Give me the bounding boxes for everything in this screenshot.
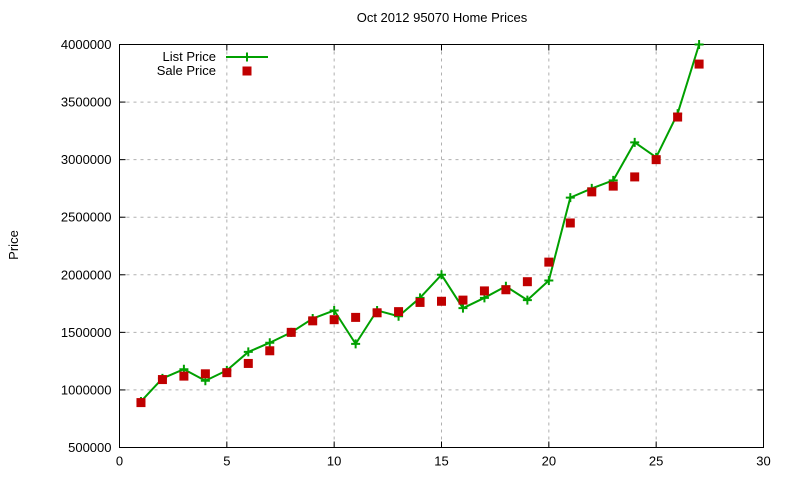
svg-text:25: 25 xyxy=(649,454,663,469)
svg-text:0: 0 xyxy=(116,454,123,469)
data-point-square xyxy=(501,285,511,295)
data-point-square xyxy=(329,315,339,325)
series-list-price xyxy=(136,40,704,406)
svg-text:3000000: 3000000 xyxy=(61,152,112,167)
data-point-square xyxy=(200,369,210,379)
legend-label-sale-price: Sale Price xyxy=(156,63,216,78)
data-point-square xyxy=(437,296,446,306)
data-point-square xyxy=(565,218,575,228)
data-point-plus xyxy=(458,303,468,313)
svg-text:3500000: 3500000 xyxy=(61,95,112,110)
data-point-square xyxy=(587,187,597,197)
data-point-square xyxy=(544,257,554,267)
data-point-square xyxy=(222,368,232,378)
svg-text:5: 5 xyxy=(223,454,230,469)
svg-text:1500000: 1500000 xyxy=(61,325,112,340)
data-point-square xyxy=(394,307,404,317)
data-point-plus xyxy=(630,137,640,147)
svg-text:2000000: 2000000 xyxy=(61,267,112,282)
svg-text:10: 10 xyxy=(327,454,341,469)
chart-title: Oct 2012 95070 Home Prices xyxy=(356,10,528,25)
grid-lines xyxy=(119,44,764,448)
data-point-square xyxy=(243,358,253,368)
data-point-square xyxy=(458,295,468,305)
svg-text:30: 30 xyxy=(756,454,770,469)
data-point-square xyxy=(522,277,532,287)
data-point-square xyxy=(351,312,361,322)
data-point-square xyxy=(608,181,618,191)
data-point-square xyxy=(179,371,189,381)
data-point-plus xyxy=(243,347,253,357)
data-point-plus xyxy=(265,338,275,348)
data-point-square xyxy=(372,308,382,318)
legend: List Price Sale Price xyxy=(136,50,272,78)
data-point-square xyxy=(136,398,146,408)
svg-text:2500000: 2500000 xyxy=(61,210,112,225)
data-point-square xyxy=(265,346,275,356)
data-point-square xyxy=(651,155,661,165)
sale-price-square-sample-icon xyxy=(242,66,252,76)
data-point-square xyxy=(157,375,167,385)
svg-text:1000000: 1000000 xyxy=(61,382,112,397)
legend-label-list-price: List Price xyxy=(162,49,216,64)
data-point-square xyxy=(630,172,640,182)
svg-text:20: 20 xyxy=(542,454,556,469)
data-point-plus xyxy=(544,276,554,286)
legend-item-list-price: List Price xyxy=(136,50,272,64)
data-point-square xyxy=(308,316,318,326)
svg-text:4000000: 4000000 xyxy=(61,37,112,52)
axis-ticks xyxy=(119,44,764,448)
legend-item-sale-price: Sale Price xyxy=(136,64,272,78)
data-point-plus xyxy=(437,270,446,280)
data-point-plus xyxy=(522,295,532,305)
list-price-line-sample-icon xyxy=(226,52,268,62)
series-sale-price xyxy=(136,59,704,408)
data-point-plus xyxy=(565,193,575,203)
plot-border xyxy=(119,44,764,448)
data-point-square xyxy=(673,112,683,122)
data-point-plus xyxy=(329,305,339,315)
data-point-plus xyxy=(694,40,704,49)
data-point-square xyxy=(694,59,704,69)
data-point-square xyxy=(415,297,425,307)
svg-text:15: 15 xyxy=(434,454,448,469)
data-point-square xyxy=(286,327,296,337)
data-point-square xyxy=(479,286,489,296)
x-tick-labels: 0 5 10 15 20 25 30 xyxy=(116,454,771,469)
svg-text:500000: 500000 xyxy=(68,440,111,455)
y-tick-labels: 500000 1000000 1500000 2000000 2500000 300000… xyxy=(61,37,112,455)
data-point-plus xyxy=(351,339,361,349)
